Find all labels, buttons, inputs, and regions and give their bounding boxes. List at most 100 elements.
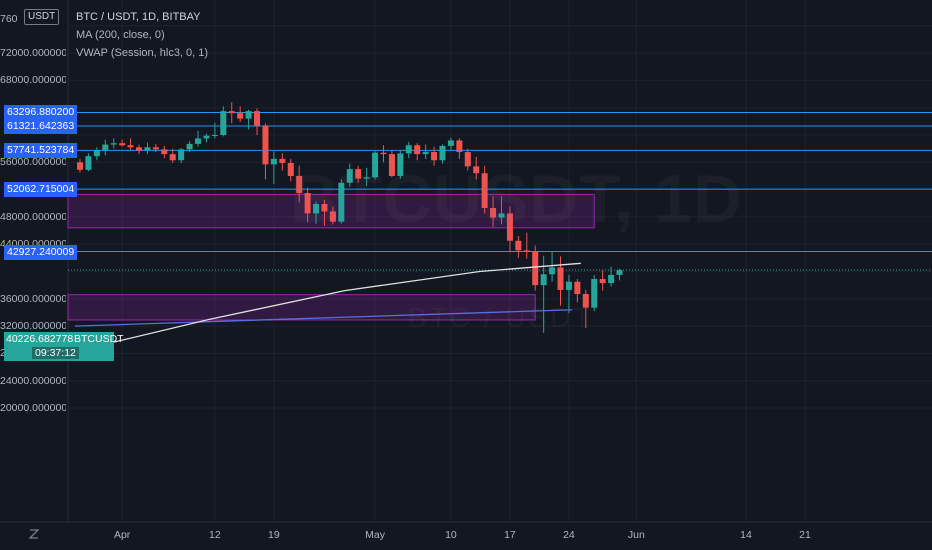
candle-body (136, 147, 143, 151)
price-axis-label: 48000.000000 (0, 210, 66, 223)
candle-body (532, 251, 539, 286)
indicator-lines (74, 262, 581, 352)
time-axis-label: 10 (445, 529, 457, 541)
price-axis-label: 56000.000000 (0, 156, 66, 169)
indicator-vwap-label[interactable]: VWAP (Session, hlc3, 0, 1) (76, 47, 209, 59)
time-axis-label: 21 (799, 529, 811, 541)
candle-body (582, 294, 589, 308)
candle-body (591, 279, 598, 308)
candle-body (220, 111, 227, 135)
time-axis-label: Apr (113, 529, 131, 541)
candle-body (161, 149, 168, 155)
timezone-settings-icon[interactable] (28, 528, 42, 542)
candle-body (498, 213, 505, 218)
candle-body (506, 213, 513, 241)
price-axis-label: 32000.000000 (0, 320, 66, 333)
candle-body (127, 145, 134, 148)
candle-body (102, 144, 109, 151)
candle-body (211, 135, 218, 136)
symbol-watermark: BTCUSDT, 1D (290, 161, 744, 237)
price-axis-label: 36000.000000 (0, 292, 66, 305)
time-axis-label: Jun (627, 529, 645, 541)
candle-body (245, 111, 252, 119)
candle-body (557, 267, 564, 290)
candle-body (397, 153, 404, 176)
price-axis-label: 72000.000000 (0, 47, 66, 60)
candle-body (574, 281, 581, 295)
indicator-ma-label[interactable]: MA (200, close, 0) (76, 29, 165, 41)
candle-body (523, 250, 530, 252)
time-axis-label: 12 (209, 529, 221, 541)
candle-body (355, 169, 362, 179)
candle-body (599, 279, 606, 284)
level-price-tag: 52062.715004 (4, 182, 78, 198)
candle-body (321, 203, 328, 212)
bar-countdown: 09:37:12 (32, 347, 79, 359)
candle-body (481, 173, 488, 209)
candle-body (329, 211, 336, 222)
candle-body (287, 162, 294, 176)
candle-body (540, 274, 547, 286)
candle-body (422, 152, 429, 155)
level-price-tag: 42927.240009 (4, 244, 78, 260)
price-axis-label: 24000.000000 (0, 374, 66, 387)
candle-body (152, 147, 159, 150)
candle-body (431, 152, 438, 161)
vwap-line (74, 309, 573, 327)
ma200-line (74, 262, 581, 352)
candle-body (203, 135, 210, 139)
candle-body (565, 281, 572, 290)
candle-body (262, 125, 269, 165)
zone-rectangle (67, 193, 595, 229)
zone-rectangle (67, 294, 536, 321)
symbol-title[interactable]: BTC / USDT, 1D, BITBAY (76, 11, 201, 23)
candle-body (405, 145, 412, 154)
candle-body (515, 240, 522, 251)
currency-badge[interactable]: USDT (24, 9, 60, 25)
candle-body (372, 152, 379, 178)
symbol-watermark-description: BTC / USDT (408, 302, 594, 333)
price-axis-label: 20000.000000 (0, 402, 66, 414)
candle-body (254, 111, 261, 126)
candle-body (144, 147, 151, 151)
time-axis-label: 17 (504, 529, 516, 541)
level-price-tag: 61321.642363 (4, 118, 78, 134)
candle-body (77, 162, 83, 170)
horizontal-levels (68, 111, 932, 271)
candle-body (228, 111, 235, 114)
candlesticks (77, 102, 623, 333)
candle-body (338, 182, 345, 222)
candle-body (119, 143, 126, 146)
candle-body (456, 140, 463, 153)
candle-body (608, 274, 615, 284)
candle-body (616, 270, 623, 275)
candle-body (464, 152, 471, 167)
time-axis-label: 24 (563, 529, 575, 541)
candle-body (279, 158, 286, 163)
candle-body (85, 156, 92, 170)
level-price-tag: 63296.880200 (4, 105, 78, 121)
candle-body (447, 140, 454, 146)
time-axis-label: May (365, 529, 385, 541)
candle-body (439, 145, 446, 161)
time-axis-label: 19 (268, 529, 280, 541)
candle-body (313, 203, 320, 214)
candle-body (169, 154, 176, 161)
candle-body (110, 143, 117, 145)
rectangle-zones (67, 193, 595, 321)
candle-body (93, 150, 100, 157)
candle-body (490, 208, 497, 218)
current-price-tag: 40226.682778 BTCUSDT 09:37:12 (4, 332, 124, 361)
candle-body (270, 158, 277, 165)
time-axis-label: 14 (740, 529, 752, 541)
current-price-symbol: BTCUSDT (74, 333, 124, 345)
candle-body (296, 175, 303, 194)
candle-body (195, 138, 202, 144)
candle-body (237, 113, 244, 119)
price-axis-background (0, 0, 68, 522)
candle-body (380, 152, 387, 155)
candle-body (178, 149, 185, 161)
candle-body (346, 169, 353, 183)
